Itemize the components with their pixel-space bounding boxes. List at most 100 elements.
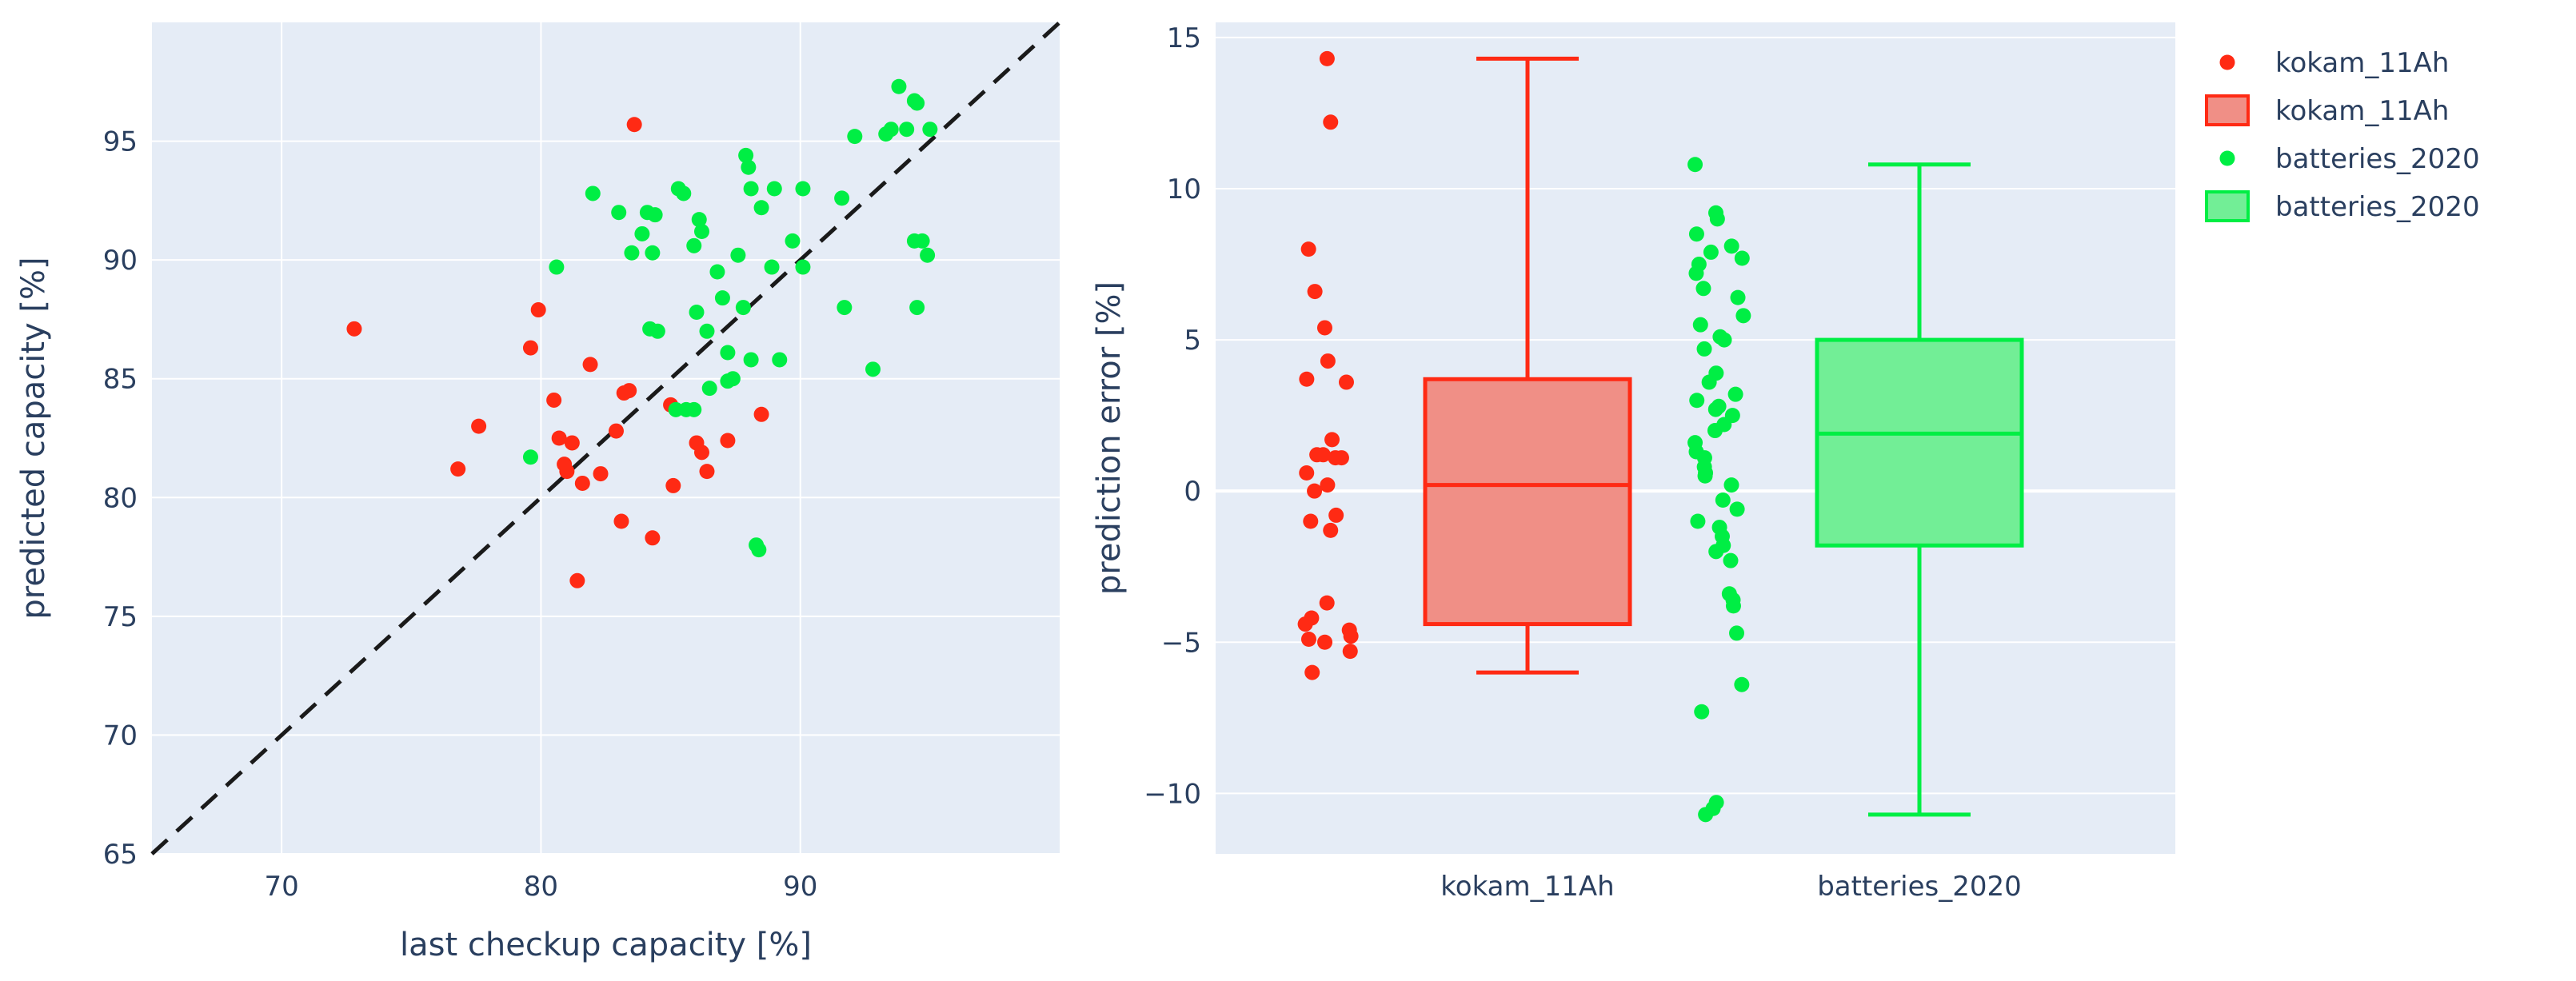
data-point xyxy=(738,147,754,163)
data-point xyxy=(1309,447,1325,463)
y-tick-label: 75 xyxy=(103,601,138,633)
data-point xyxy=(743,181,759,197)
data-point xyxy=(920,247,936,263)
data-point xyxy=(1303,513,1319,529)
box-plots xyxy=(1423,56,2024,817)
data-point xyxy=(645,245,661,261)
y-tick-label: 95 xyxy=(103,126,138,158)
data-point xyxy=(645,530,661,546)
data-point xyxy=(1708,544,1724,560)
data-point xyxy=(720,433,736,449)
data-point xyxy=(634,225,650,241)
data-point xyxy=(834,190,850,206)
data-point xyxy=(574,475,590,491)
data-point xyxy=(735,300,751,316)
data-point xyxy=(1734,250,1750,266)
data-point xyxy=(1723,238,1739,254)
box-iqr xyxy=(1815,337,2024,548)
data-point xyxy=(611,205,627,221)
scatter-panel: 70 80 90 65 70 75 80 85 90 95 last checkup capac… xyxy=(15,21,1061,963)
y-tick-label: 70 xyxy=(103,720,138,752)
legend[interactable]: kokam_11Ahkokam_11Ahbatteries_2020batter… xyxy=(2205,47,2480,223)
data-point xyxy=(346,321,362,337)
data-point xyxy=(665,477,681,493)
x-tick-label: 90 xyxy=(783,871,817,903)
data-point xyxy=(649,323,665,339)
data-point xyxy=(922,122,938,138)
data-point xyxy=(1320,477,1336,493)
data-point xyxy=(1688,265,1704,281)
data-point xyxy=(689,305,705,321)
data-point xyxy=(1307,483,1323,499)
legend-label: kokam_11Ah xyxy=(2275,47,2449,79)
data-point xyxy=(1316,320,1332,336)
data-point xyxy=(1701,374,1717,390)
scatter-points xyxy=(346,78,938,588)
data-point xyxy=(1734,676,1750,692)
box-points xyxy=(1297,50,1751,823)
data-point xyxy=(847,129,863,145)
data-point xyxy=(626,117,642,133)
data-point xyxy=(1697,468,1713,484)
data-point xyxy=(530,302,546,318)
data-point xyxy=(559,464,575,480)
data-point xyxy=(909,300,925,316)
data-point xyxy=(582,357,598,373)
data-point xyxy=(1723,552,1739,568)
data-point xyxy=(693,223,709,239)
data-point xyxy=(772,352,788,368)
data-point xyxy=(1342,644,1358,660)
data-point xyxy=(1707,423,1723,439)
data-point xyxy=(1317,634,1333,650)
data-point xyxy=(608,423,624,439)
data-point xyxy=(1715,492,1731,508)
data-point xyxy=(899,122,915,138)
y-tick-label: 80 xyxy=(103,482,138,514)
scatter-x-axis-label: last checkup capacity [%] xyxy=(400,927,812,963)
box-y-axis-label: prediction error [%] xyxy=(1091,281,1128,595)
data-point xyxy=(1687,157,1703,173)
data-point xyxy=(1300,631,1316,647)
y-tick-label: 10 xyxy=(1167,173,1201,205)
x-tick-label: batteries_2020 xyxy=(1817,871,2022,903)
data-point xyxy=(753,200,769,216)
data-point xyxy=(1328,450,1344,466)
scatter-x-ticks: 70 80 90 xyxy=(265,871,818,903)
data-point xyxy=(709,264,725,280)
data-point xyxy=(1688,226,1704,242)
data-point xyxy=(1707,401,1723,417)
data-point xyxy=(450,461,466,477)
data-point xyxy=(1727,386,1743,402)
data-point xyxy=(1703,244,1719,260)
data-point xyxy=(693,445,709,461)
scatter-y-axis-label: predicted capacity [%] xyxy=(15,257,52,619)
data-point xyxy=(522,449,538,465)
data-point xyxy=(1328,507,1344,523)
legend-item[interactable]: kokam_11Ah xyxy=(2205,94,2449,127)
data-point xyxy=(471,418,487,434)
data-point xyxy=(1690,513,1706,529)
y-tick-label: −5 xyxy=(1161,627,1201,659)
scatter-y-ticks: 65 70 75 80 85 90 95 xyxy=(103,126,138,871)
legend-label: batteries_2020 xyxy=(2275,143,2480,175)
data-point xyxy=(725,371,741,387)
data-point xyxy=(1729,625,1745,641)
data-point xyxy=(624,245,640,261)
legend-label: kokam_11Ah xyxy=(2275,95,2449,127)
data-point xyxy=(730,247,746,263)
legend-item[interactable]: batteries_2020 xyxy=(2205,190,2480,223)
data-point xyxy=(1299,465,1315,481)
legend-item[interactable]: kokam_11Ah xyxy=(2219,47,2450,79)
legend-item[interactable]: batteries_2020 xyxy=(2219,143,2480,175)
data-point xyxy=(1319,50,1335,66)
data-point xyxy=(621,383,637,399)
x-tick-label: 70 xyxy=(265,871,299,903)
data-point xyxy=(1319,595,1335,611)
data-point xyxy=(1323,114,1339,130)
data-point xyxy=(585,185,601,201)
data-point xyxy=(522,340,538,356)
data-point xyxy=(1324,432,1340,448)
box-x-ticks: kokam_11Ah batteries_2020 xyxy=(1440,871,2022,903)
data-point xyxy=(914,233,930,249)
data-point xyxy=(1695,281,1711,297)
